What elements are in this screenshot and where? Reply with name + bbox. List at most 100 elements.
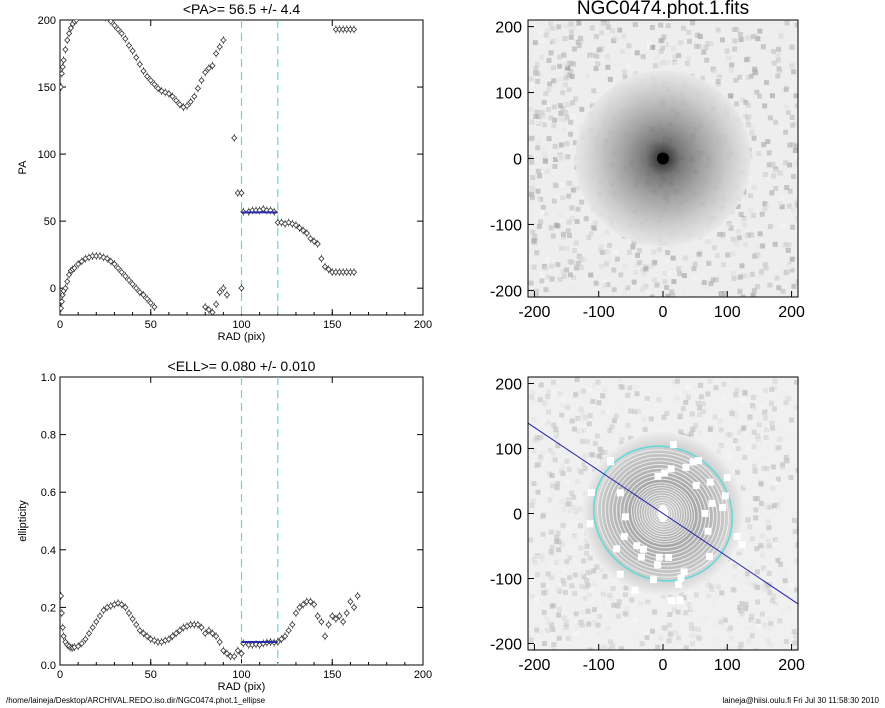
noise-pixel [721,262,727,268]
noise-pixel [748,561,754,567]
x-tick-label: 100 [232,669,250,681]
noise-pixel [529,502,535,508]
noise-pixel [665,250,671,256]
noise-pixel [689,604,695,610]
noise-pixel [577,282,583,288]
noise-pixel [624,606,630,612]
noise-pixel [578,99,584,105]
data-point [154,85,162,92]
noise-pixel [777,618,783,624]
noise-pixel [561,273,567,279]
noise-pixel [780,88,786,94]
data-point [151,303,158,311]
noise-pixel [779,464,785,470]
data-point [104,255,111,262]
data-point [60,63,66,71]
noise-pixel [552,198,558,204]
noise-pixel [587,592,593,598]
y-tick-label: 0.0 [41,660,56,672]
mask-block [665,553,673,561]
noise-pixel [558,640,564,646]
noise-pixel [578,264,584,270]
noise-pixel [622,610,628,616]
data-point [238,189,245,197]
noise-pixel [585,73,591,79]
noise-pixel [571,248,577,254]
noise-pixel [731,574,737,580]
noise-pixel [552,457,558,463]
noise-pixel [573,509,579,515]
noise-pixel [545,274,551,280]
noise-pixel [578,38,584,44]
data-point [136,627,143,634]
data-point [340,26,347,33]
noise-pixel [666,270,672,276]
noise-pixel [698,394,704,400]
noise-pixel [546,87,552,93]
noise-pixel [589,599,595,605]
noise-pixel [566,193,572,199]
noise-pixel [529,185,535,191]
data-point [136,289,143,296]
noise-pixel [631,239,637,245]
noise-pixel [761,465,767,471]
noise-pixel [660,593,666,599]
noise-pixel [700,75,706,81]
mask-block [622,513,629,521]
noise-pixel [740,217,746,223]
data-point [60,624,66,631]
noise-pixel [674,395,680,401]
noise-pixel [777,68,783,74]
noise-pixel [548,115,554,121]
noise-pixel [593,66,599,72]
x-tick-label: 200 [414,669,432,681]
noise-pixel [772,480,778,486]
x-tick-label: 0 [57,319,63,331]
noise-pixel [751,136,757,142]
noise-pixel [658,22,664,28]
mask-block [616,489,624,497]
image-area [528,20,798,297]
noise-pixel [766,150,772,156]
mask-block [613,545,621,553]
noise-pixel [764,638,770,644]
noise-pixel [529,159,535,165]
noise-pixel [672,61,678,67]
noise-pixel [539,271,545,277]
data-point [147,77,154,84]
data-point [314,240,321,248]
noise-pixel [569,490,575,496]
data-point [209,630,216,637]
noise-pixel [787,142,793,148]
noise-pixel [540,531,546,537]
data-point [223,650,231,657]
noise-pixel [652,277,658,283]
data-point [289,621,296,628]
noise-pixel [785,247,791,253]
noise-pixel [528,637,534,643]
noise-pixel [549,622,555,628]
noise-pixel [720,232,726,238]
noise-pixel [552,431,558,437]
data-point [216,638,223,646]
noise-pixel [744,117,750,123]
data-point [238,285,245,292]
y-tick-label: 0.6 [41,487,56,499]
noise-pixel [755,599,761,605]
noise-pixel [551,123,557,129]
noise-pixel [795,195,798,201]
noise-pixel [758,543,764,549]
noise-pixel [764,465,770,471]
noise-pixel [692,261,698,267]
noise-pixel [560,578,566,584]
noise-pixel [660,45,666,51]
noise-pixel [566,219,572,225]
noise-pixel [528,154,534,160]
noise-pixel [694,383,700,389]
noise-pixel [540,38,546,44]
noise-pixel [789,276,795,282]
noise-pixel [648,416,654,422]
noise-pixel [739,84,745,90]
noise-pixel [556,612,562,618]
noise-pixel [557,606,563,612]
